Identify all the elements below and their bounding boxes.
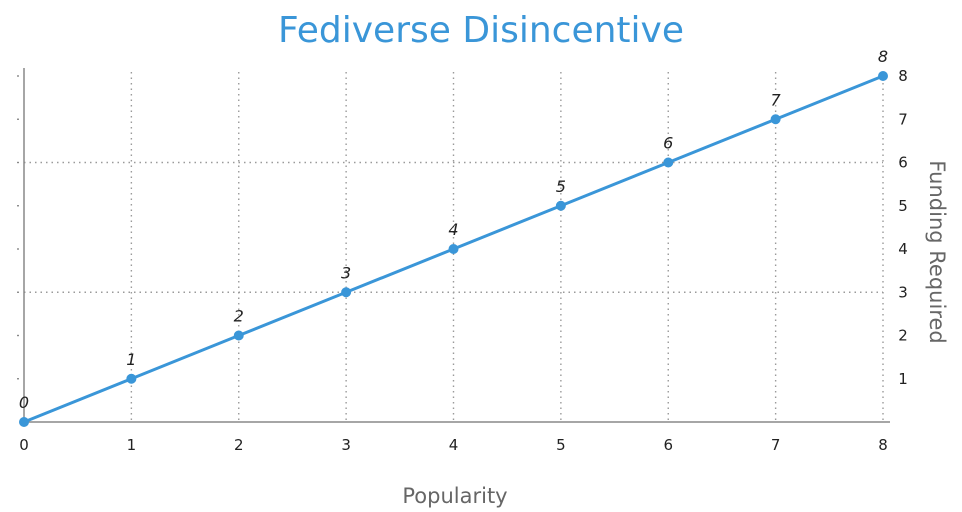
y-tick-label: 8 <box>898 67 908 85</box>
data-point <box>233 330 244 341</box>
y-tick-label: 2 <box>898 327 908 345</box>
data-label: 6 <box>663 134 673 153</box>
data-label: 4 <box>448 220 458 239</box>
x-tick-label: 0 <box>19 436 29 454</box>
data-label: 7 <box>771 90 782 109</box>
y-tick-label: 3 <box>898 283 908 301</box>
data-point <box>19 417 29 427</box>
y-axis-label: Funding Required <box>925 160 949 344</box>
x-axis-label: Popularity <box>402 484 508 508</box>
data-point <box>663 157 674 168</box>
x-tick-label: 8 <box>878 436 888 454</box>
data-point <box>126 373 137 384</box>
x-tick-label: 6 <box>663 436 673 454</box>
y-tick-label: 6 <box>898 154 908 172</box>
axes <box>17 68 890 423</box>
data-label: 5 <box>556 177 566 196</box>
data-label: 2 <box>234 307 244 326</box>
y-tick-labels: 1 2 3 4 5 6 7 8 <box>898 67 908 388</box>
x-tick-label: 4 <box>449 436 459 454</box>
data-label: 1 <box>126 350 136 369</box>
x-tick-label: 1 <box>127 436 137 454</box>
x-tick-label: 2 <box>234 436 244 454</box>
y-tick-label: 7 <box>898 110 908 128</box>
x-tick-label: 7 <box>771 436 781 454</box>
y-tick-label: 5 <box>898 197 908 215</box>
x-tick-label: 5 <box>556 436 566 454</box>
data-point <box>878 71 888 81</box>
data-point <box>341 287 352 298</box>
chart-title: Fediverse Disincentive <box>278 10 684 51</box>
data-point <box>448 244 459 254</box>
data-labels: 0 1 2 3 4 5 6 7 8 <box>19 47 888 412</box>
data-label: 8 <box>878 47 888 66</box>
data-label: 0 <box>19 393 29 412</box>
data-point <box>770 114 781 125</box>
data-point <box>555 200 566 211</box>
x-tick-label: 3 <box>341 436 351 454</box>
data-label: 3 <box>341 263 351 282</box>
y-tick-label: 1 <box>898 370 908 388</box>
series-layer <box>19 71 888 427</box>
y-tick-label: 4 <box>898 240 908 258</box>
grid-lines <box>24 72 884 422</box>
x-tick-labels: 0 1 2 3 4 5 6 7 8 <box>19 436 888 454</box>
